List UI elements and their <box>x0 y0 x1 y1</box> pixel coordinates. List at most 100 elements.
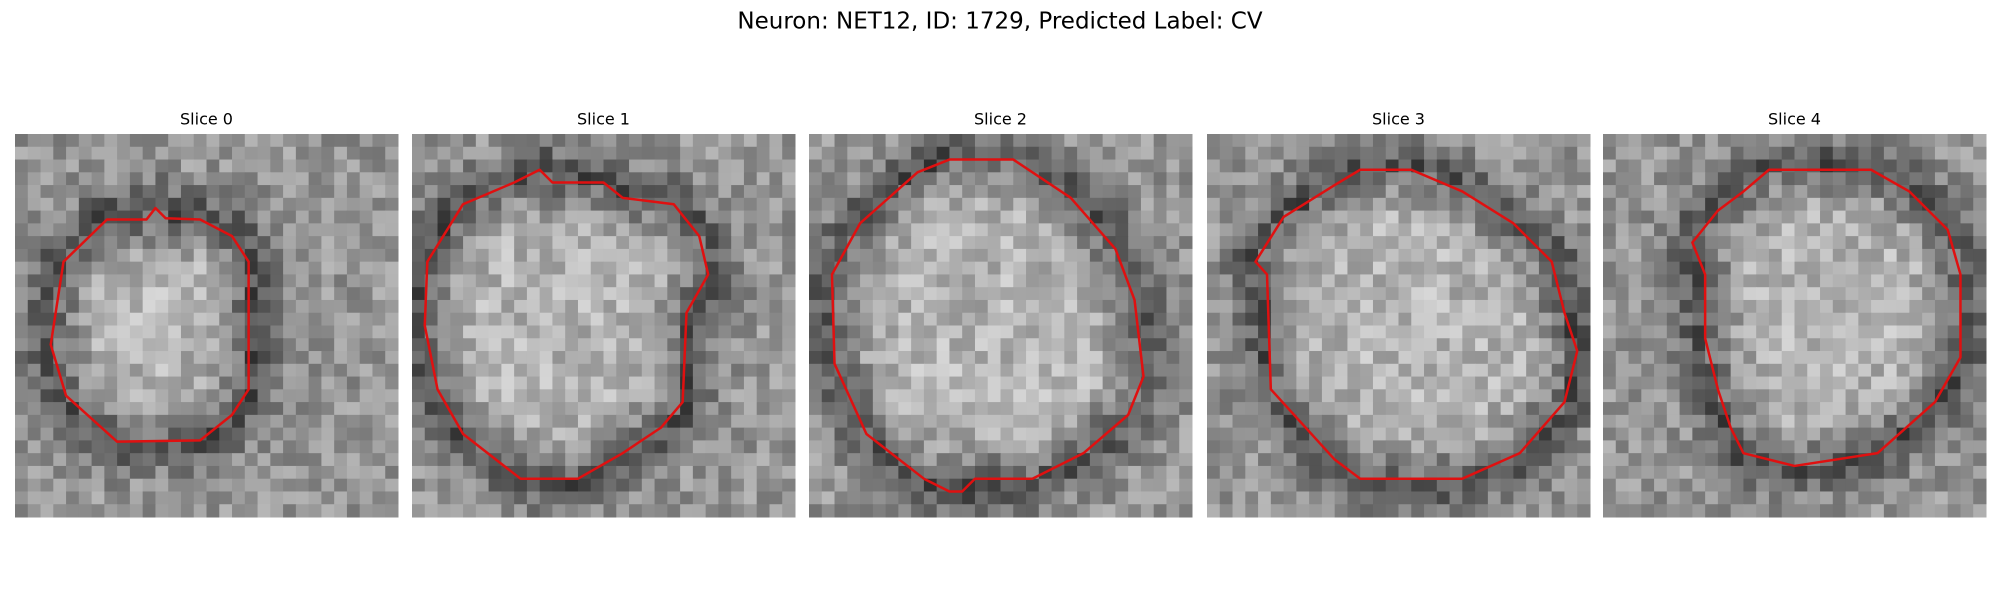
pixel <box>15 440 29 454</box>
pixel <box>1321 427 1336 441</box>
pixel <box>117 172 131 186</box>
pixel <box>731 134 745 148</box>
pixel <box>577 197 592 212</box>
pixel <box>1896 236 1910 250</box>
pixel <box>1871 261 1885 275</box>
pixel <box>923 363 938 378</box>
pixel <box>450 274 464 288</box>
pixel <box>1166 427 1180 441</box>
pixel <box>1128 261 1142 275</box>
pixel <box>1717 338 1732 352</box>
pixel <box>372 504 386 518</box>
pixel <box>308 210 322 224</box>
pixel <box>834 491 848 505</box>
pixel <box>1258 363 1272 378</box>
pixel <box>1321 197 1336 212</box>
pixel <box>1743 402 1757 416</box>
pixel <box>257 465 271 480</box>
pixel <box>1296 465 1310 480</box>
pixel <box>155 248 169 263</box>
pixel <box>1756 427 1770 441</box>
pixel <box>1115 351 1129 365</box>
pixel <box>1385 376 1399 390</box>
pixel <box>974 465 989 480</box>
pixel <box>1296 287 1310 301</box>
pixel <box>1832 274 1847 288</box>
pixel <box>1077 478 1091 492</box>
pixel <box>552 287 566 301</box>
pixel <box>1768 185 1783 199</box>
pixel <box>1064 402 1078 416</box>
pixel <box>1820 427 1834 441</box>
pixel <box>359 325 373 339</box>
pixel <box>142 172 156 186</box>
pixel <box>1411 236 1425 250</box>
pixel <box>1934 427 1949 441</box>
pixel <box>1705 465 1719 480</box>
pixel <box>872 453 887 467</box>
pixel <box>206 478 220 492</box>
pixel <box>1258 134 1272 148</box>
pixel <box>1475 453 1489 467</box>
pixel <box>27 465 42 480</box>
pixel <box>821 363 836 378</box>
pixel <box>1013 338 1027 352</box>
pixel <box>1717 363 1732 378</box>
pixel <box>603 389 617 403</box>
pixel <box>1051 351 1065 365</box>
pixel <box>1000 236 1014 250</box>
pixel <box>718 261 732 275</box>
pixel <box>1207 453 1221 467</box>
pixel <box>1334 504 1348 518</box>
pixel <box>718 223 732 237</box>
pixel <box>1013 299 1027 314</box>
pixel <box>577 134 592 148</box>
pixel <box>872 185 887 199</box>
pixel <box>1038 210 1053 224</box>
pixel <box>15 134 29 148</box>
pixel <box>1347 248 1361 263</box>
pixel <box>308 376 322 390</box>
pixel <box>514 261 528 275</box>
pixel <box>1526 376 1540 390</box>
pixel <box>1768 248 1783 263</box>
pixel <box>1615 236 1630 250</box>
pixel <box>1102 325 1116 339</box>
pixel <box>1871 159 1885 173</box>
pixel <box>809 312 823 326</box>
pixel <box>53 146 67 161</box>
pixel <box>1398 223 1412 237</box>
pixel <box>1102 504 1116 518</box>
pixel <box>526 299 541 314</box>
pixel <box>898 248 912 263</box>
pixel <box>1424 134 1438 148</box>
pixel <box>552 197 566 212</box>
pixel <box>1858 338 1872 352</box>
pixel <box>1475 414 1489 429</box>
pixel <box>1347 363 1361 378</box>
pixel <box>1398 478 1412 492</box>
pixel <box>923 389 938 403</box>
pixel <box>129 236 144 250</box>
pixel <box>756 274 770 288</box>
pixel <box>1794 478 1808 492</box>
pixel <box>501 274 515 288</box>
pixel <box>1807 414 1821 429</box>
pixel <box>860 287 874 301</box>
pixel <box>1883 478 1898 492</box>
pixel <box>1705 325 1719 339</box>
pixel <box>1013 312 1027 326</box>
pixel <box>692 338 707 352</box>
pixel <box>1166 389 1180 403</box>
pixel <box>1538 427 1553 441</box>
pixel <box>1411 299 1425 314</box>
pixel <box>219 146 233 161</box>
pixel <box>1436 453 1451 467</box>
pixel <box>295 236 310 250</box>
pixel <box>1064 427 1078 441</box>
pixel <box>718 172 732 186</box>
pixel <box>180 197 195 212</box>
pixel <box>1436 146 1451 161</box>
pixel <box>847 465 861 480</box>
pixel <box>1219 287 1234 301</box>
